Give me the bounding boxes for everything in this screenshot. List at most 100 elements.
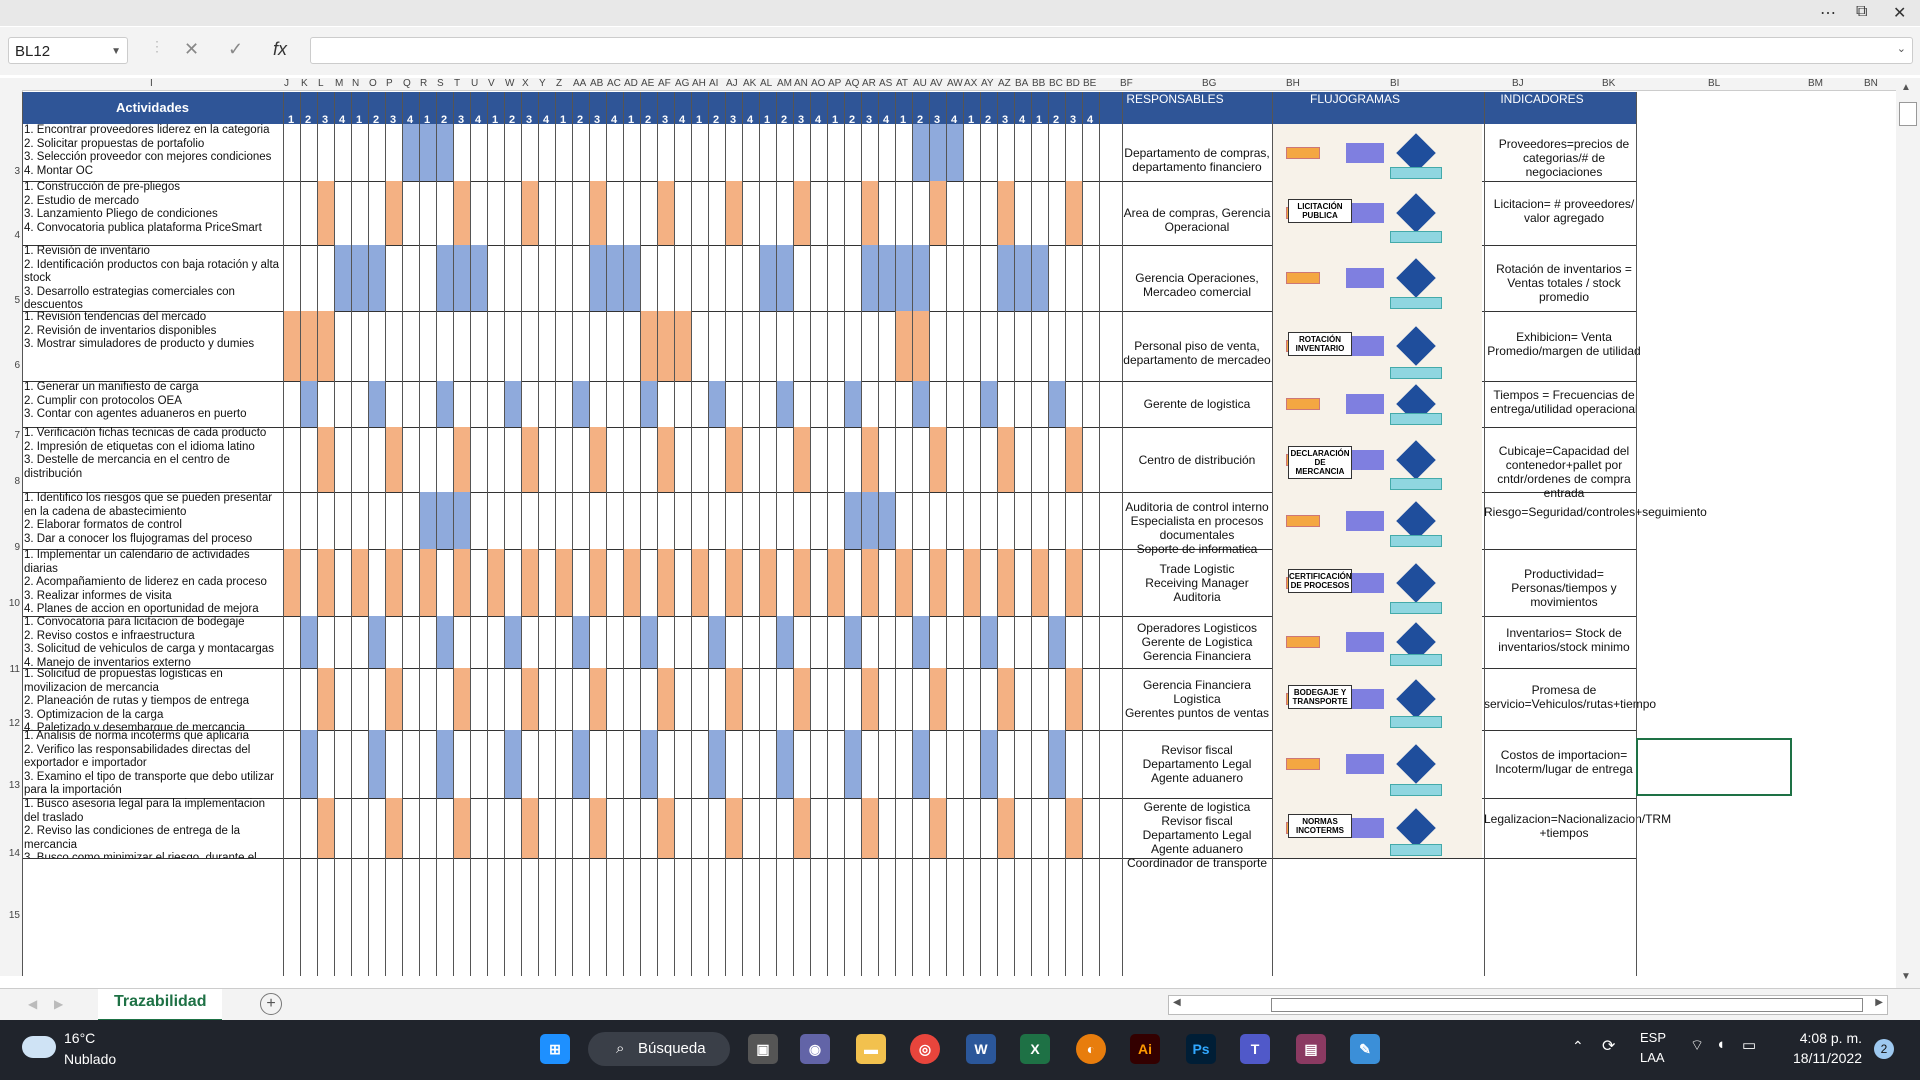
notification-badge[interactable]: 2 (1874, 1039, 1894, 1059)
gantt-cell[interactable] (454, 427, 470, 492)
column-header[interactable]: S (437, 78, 444, 89)
column-header[interactable]: AM (777, 78, 792, 89)
gantt-cell[interactable] (964, 549, 980, 616)
gantt-cell[interactable] (930, 181, 946, 245)
gantt-cell[interactable] (624, 549, 640, 616)
gantt-cell[interactable] (522, 549, 538, 616)
gantt-cell[interactable] (862, 181, 878, 245)
gantt-cell[interactable] (658, 549, 674, 616)
gantt-cell[interactable] (998, 245, 1014, 311)
column-header[interactable]: BF (1120, 78, 1133, 89)
row-number[interactable]: 10 (8, 598, 20, 609)
column-header[interactable]: I (150, 78, 153, 89)
column-header[interactable]: AF (658, 78, 671, 89)
column-header[interactable]: AG (675, 78, 690, 89)
gantt-cell[interactable] (437, 492, 453, 549)
responsible-cell[interactable]: Personal piso de venta, departamento de … (1123, 339, 1271, 367)
gantt-cell[interactable] (420, 492, 436, 549)
gantt-cell[interactable] (590, 245, 606, 311)
column-header[interactable]: Q (403, 78, 411, 89)
gantt-cell[interactable] (1049, 616, 1065, 668)
expand-formula-icon[interactable]: ⌄ (1896, 43, 1906, 55)
prev-sheet-icon[interactable]: ◀ (28, 997, 38, 1011)
gantt-cell[interactable] (658, 181, 674, 245)
winrar-icon[interactable]: ▤ (1296, 1034, 1326, 1064)
gantt-cell[interactable] (862, 668, 878, 730)
column-header[interactable]: AE (641, 78, 655, 89)
scroll-right-icon[interactable]: ▶ (1875, 997, 1883, 1008)
gantt-cell[interactable] (386, 549, 402, 616)
gantt-cell[interactable] (1049, 730, 1065, 798)
column-header[interactable]: AU (913, 78, 927, 89)
teams-icon[interactable]: T (1240, 1034, 1270, 1064)
column-header[interactable]: M (335, 78, 344, 89)
gantt-cell[interactable] (675, 311, 691, 381)
gantt-cell[interactable] (913, 245, 929, 311)
gantt-cell[interactable] (641, 381, 657, 427)
gantt-cell[interactable] (590, 549, 606, 616)
gantt-cell[interactable] (879, 245, 895, 311)
word-icon[interactable]: W (966, 1034, 996, 1064)
gantt-cell[interactable] (590, 798, 606, 858)
formula-input[interactable]: ⌄ (310, 37, 1913, 64)
gantt-cell[interactable] (318, 427, 334, 492)
close-icon[interactable]: ✕ (1893, 5, 1907, 22)
gantt-cell[interactable] (607, 245, 623, 311)
row-number[interactable]: 9 (14, 542, 20, 553)
enter-icon[interactable]: ✓ (228, 39, 244, 59)
gantt-cell[interactable] (386, 668, 402, 730)
row-number[interactable]: 13 (8, 780, 20, 791)
gantt-cell[interactable] (556, 549, 572, 616)
gantt-cell[interactable] (624, 245, 640, 311)
row-number[interactable]: 12 (8, 718, 20, 729)
gantt-cell[interactable] (1066, 549, 1082, 616)
column-header[interactable]: T (454, 78, 461, 89)
name-box[interactable]: BL12 ▼ (8, 37, 128, 64)
indicator-cell[interactable]: Rotación de inventarios = Ventas totales… (1496, 262, 1632, 304)
gantt-cell[interactable] (1066, 668, 1082, 730)
gantt-cell[interactable] (352, 245, 368, 311)
gantt-cell[interactable] (386, 798, 402, 858)
photoshop-icon[interactable]: Ps (1186, 1034, 1216, 1064)
insert-function-icon[interactable]: fx (273, 39, 288, 59)
activities-cell[interactable]: 1. Identifico los riesgos que se pueden … (24, 492, 273, 545)
column-header[interactable]: AL (760, 78, 773, 89)
gantt-cell[interactable] (913, 730, 929, 798)
column-header[interactable]: AX (964, 78, 978, 89)
excel-icon[interactable]: X (1020, 1034, 1050, 1064)
gantt-cell[interactable] (386, 427, 402, 492)
responsible-cell[interactable]: Revisor fiscal Departamento Legal Agente a… (1142, 743, 1252, 785)
gantt-cell[interactable] (845, 616, 861, 668)
gantt-cell[interactable] (301, 730, 317, 798)
gantt-cell[interactable] (505, 730, 521, 798)
gantt-cell[interactable] (845, 492, 861, 549)
activities-cell[interactable]: 1. Convocatoria para licitacion de bodeg… (24, 616, 274, 668)
column-header[interactable]: AC (607, 78, 621, 89)
scroll-up-icon[interactable]: ▲ (1901, 82, 1911, 93)
column-header[interactable]: R (420, 78, 428, 89)
row-number[interactable]: 11 (9, 664, 20, 675)
responsible-cell[interactable]: Trade Logistic Receiving Manager Auditoria (1145, 561, 1249, 604)
indicator-cell[interactable]: Tiempos = Frecuencias de entrega/utilida… (1490, 388, 1638, 416)
row-number[interactable]: 6 (14, 360, 20, 371)
gantt-cell[interactable] (998, 798, 1014, 858)
clock-date[interactable]: 18/11/2022 (1792, 1050, 1862, 1066)
gantt-cell[interactable] (505, 616, 521, 668)
row-number[interactable]: 15 (8, 910, 20, 921)
row-number[interactable]: 4 (14, 230, 20, 241)
activities-cell[interactable]: 1. Construcción de pre-pliegos 2. Estudio… (24, 181, 262, 234)
gantt-cell[interactable] (981, 381, 997, 427)
flowchart-cell[interactable]: BODEGAJE Y TRANSPORTE (1272, 668, 1482, 730)
gantt-cell[interactable] (862, 427, 878, 492)
scroll-thumb[interactable] (1899, 102, 1917, 126)
gantt-cell[interactable] (590, 427, 606, 492)
indicator-cell[interactable]: Proveedores=precios de categorias/# de n… (1498, 136, 1630, 179)
clock-time[interactable]: 4:08 p. m. (1799, 1030, 1862, 1046)
gantt-cell[interactable] (862, 245, 878, 311)
hscroll-thumb[interactable] (1271, 998, 1863, 1012)
column-header[interactable]: BH (1286, 78, 1300, 89)
indicator-cell[interactable]: Costos de importacion= Incoterm/lugar de… (1495, 748, 1633, 776)
gantt-cell[interactable] (1066, 181, 1082, 245)
gantt-cell[interactable] (709, 616, 725, 668)
gantt-cell[interactable] (488, 549, 504, 616)
